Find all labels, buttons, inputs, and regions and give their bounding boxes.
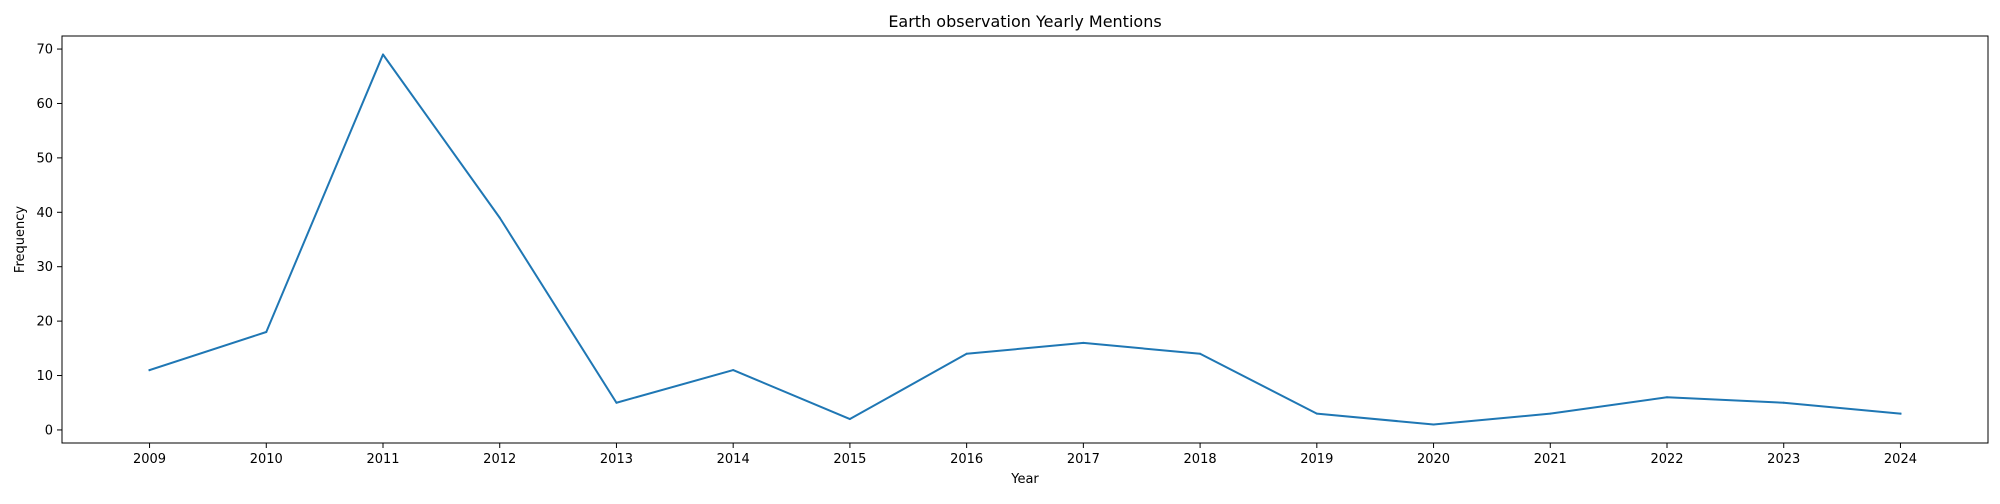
x-axis-ticks: 2009 2010 2011 2012 2013 2014 2015 2016 2017 2018… [133,443,1917,467]
data-point [1666,396,1668,399]
data-point [965,352,968,355]
x-tick-label: 2012 [483,452,516,467]
data-point [1782,401,1785,404]
x-tick-label: 2015 [833,452,866,467]
x-tick-label: 2021 [1534,452,1567,467]
x-axis-label: Year [1010,472,1039,487]
data-point [1899,412,1902,415]
data-point [498,216,501,219]
x-tick-label: 2010 [250,452,283,467]
x-tick-label: 2013 [600,452,633,467]
chart-title: Earth observation Yearly Mentions [888,12,1161,31]
y-tick-label: 40 [36,206,53,221]
y-tick-label: 10 [36,369,53,384]
x-tick-label: 2011 [366,452,399,467]
x-tick-label: 2014 [717,452,750,467]
x-tick-label: 2024 [1884,452,1917,467]
data-point [148,369,151,372]
plot-area-frame [61,35,1989,444]
data-point [732,369,735,372]
y-axis-ticks: 0 10 20 30 40 50 60 70 [36,43,62,438]
data-point [1082,341,1085,344]
x-tick-label: 2017 [1067,452,1100,467]
y-tick-label: 70 [36,43,53,58]
x-tick-label: 2018 [1184,452,1217,467]
data-point [1432,423,1435,426]
data-point [848,418,851,421]
x-tick-label: 2022 [1650,452,1683,467]
data-point [382,53,384,56]
y-tick-label: 60 [36,97,53,112]
x-tick-label: 2016 [950,452,983,467]
y-tick-label: 50 [36,151,53,166]
series-layer [148,53,1902,426]
y-tick-label: 20 [36,315,53,330]
data-point [1315,412,1318,415]
x-tick-label: 2019 [1300,452,1333,467]
series-line [148,53,1902,426]
data-point [1199,352,1202,355]
y-tick-label: 30 [36,260,53,275]
data-point [615,401,618,404]
y-tick-label: 0 [45,423,53,438]
x-tick-label: 2023 [1767,452,1800,467]
data-point [265,331,268,333]
x-tick-label: 2009 [133,452,166,467]
data-point [1549,412,1552,415]
y-axis-label: Frequency [13,206,28,273]
x-tick-label: 2020 [1417,452,1450,467]
